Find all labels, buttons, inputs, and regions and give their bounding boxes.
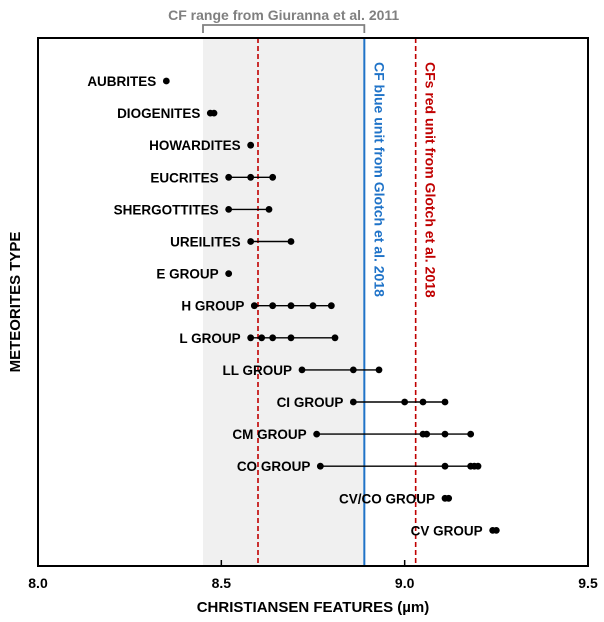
data-point (225, 270, 233, 277)
data-point (313, 430, 321, 438)
data-point (247, 141, 255, 149)
data-point (492, 527, 500, 534)
data-point (441, 430, 449, 438)
data-point (467, 430, 475, 438)
category-label: H GROUP (181, 299, 244, 314)
category-label: UREILITES (170, 235, 241, 250)
reference-line-label-0: CF blue unit from Glotch et al. 2018 (371, 62, 387, 297)
data-point (441, 398, 449, 406)
label-layer: CF blue unit from Glotch et al. 2018 CFs … (28, 62, 598, 591)
data-point (298, 366, 306, 374)
data-point (401, 398, 409, 406)
data-point (250, 302, 258, 310)
data-point (316, 462, 324, 470)
data-point (331, 334, 339, 342)
x-tick-label: 8.0 (28, 575, 48, 591)
data-point (419, 398, 427, 406)
data-point (265, 206, 273, 213)
data-point (375, 366, 383, 374)
data-point (327, 302, 335, 310)
data-point (441, 462, 449, 470)
y-axis-title: METEORITES TYPE (7, 232, 24, 373)
data-point (225, 173, 233, 181)
category-label: CM GROUP (232, 427, 306, 442)
category-label: SHERGOTTITES (114, 202, 219, 217)
data-point (210, 109, 218, 117)
category-label: E GROUP (156, 267, 218, 282)
data-point (225, 206, 233, 213)
data-point (287, 302, 295, 310)
data-point (247, 334, 255, 342)
data-point (349, 398, 357, 406)
category-label: EUCRITES (150, 170, 218, 185)
data-point (309, 302, 317, 310)
shaded-range (203, 38, 365, 566)
category-label: CV GROUP (411, 523, 483, 538)
data-point (349, 366, 357, 374)
category-label: AUBRITES (87, 74, 156, 89)
category-label: CV/CO GROUP (339, 491, 435, 506)
category-label: LL GROUP (222, 363, 292, 378)
category-label: CO GROUP (237, 459, 311, 474)
data-point (269, 173, 277, 181)
data-point (445, 494, 453, 502)
x-axis-title: CHRISTIANSEN FEATURES (µm) (197, 599, 430, 616)
category-label: DIOGENITES (117, 106, 200, 121)
data-point (269, 334, 277, 342)
data-point (287, 334, 295, 342)
x-tick-label: 9.0 (395, 575, 415, 591)
plot-frame (37, 37, 589, 567)
data-point (423, 430, 431, 438)
data-layer (162, 77, 500, 534)
data-point (287, 238, 295, 245)
range-label: CF range from Giuranna et al. 2011 (168, 7, 399, 23)
data-point (258, 334, 266, 342)
category-label: L GROUP (179, 331, 240, 346)
data-point (269, 302, 277, 310)
data-point (247, 238, 255, 245)
data-point (247, 173, 255, 181)
range-bracket (202, 24, 366, 33)
data-point (474, 462, 482, 470)
category-label: HOWARDITES (149, 138, 241, 153)
x-tick-label: 9.5 (578, 575, 598, 591)
data-point (162, 77, 170, 85)
plot-area (202, 24, 417, 566)
reference-line-label-1: CFs red unit from Glotch et al. 2018 (423, 62, 439, 298)
category-label: CI GROUP (277, 395, 344, 410)
x-tick-label: 8.5 (212, 575, 232, 591)
